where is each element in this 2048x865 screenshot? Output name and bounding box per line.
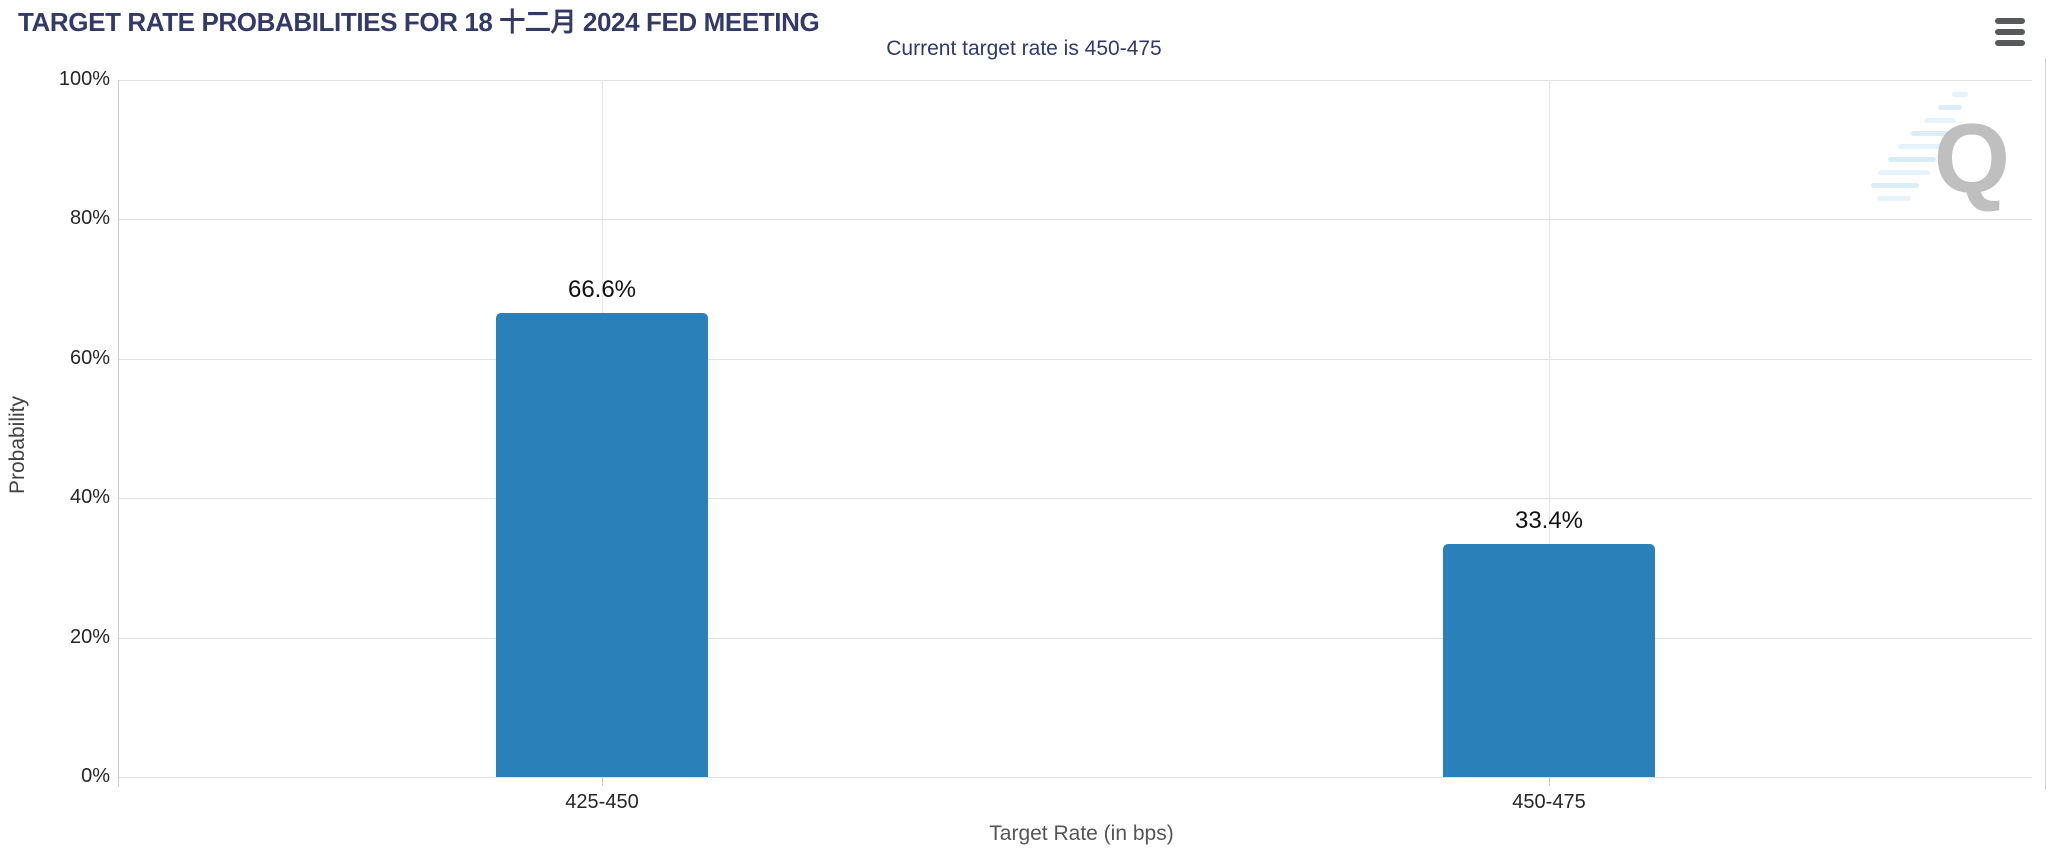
- x-tick-mark: [602, 777, 603, 786]
- chart-subtitle: Current target rate is 450-475: [886, 37, 1162, 60]
- hamburger-icon: [1995, 29, 2025, 35]
- hamburger-icon: [1995, 40, 2025, 46]
- x-tick-label: 450-475: [1512, 791, 1586, 813]
- y-tick-label: 80%: [69, 207, 110, 229]
- watermark-letter: Q: [1934, 103, 2010, 213]
- gridline-horizontal: [118, 219, 2032, 220]
- bar-value-label: 33.4%: [1514, 507, 1584, 534]
- gridline-vertical: [1549, 80, 1550, 777]
- gridline-horizontal: [118, 80, 2032, 81]
- y-axis-title: Probability: [6, 395, 29, 495]
- y-tick-label: 100%: [58, 68, 110, 90]
- chart-title: TARGET RATE PROBABILITIES FOR 18 十二月 202…: [18, 7, 820, 37]
- y-tick-label: 0%: [81, 765, 110, 787]
- y-tick-label: 20%: [69, 626, 110, 648]
- bar: [496, 313, 708, 777]
- bar-value-label: 66.6%: [567, 276, 637, 303]
- gridline-horizontal: [118, 498, 2032, 499]
- gridline-horizontal: [118, 777, 2032, 778]
- gridline-horizontal: [118, 638, 2032, 639]
- chart-context-menu-button[interactable]: [1995, 18, 2025, 46]
- y-tick-label: 40%: [69, 486, 110, 508]
- plot-right-border: [2045, 58, 2046, 790]
- gridline-horizontal: [118, 359, 2032, 360]
- quikstrike-q-logo-icon: Q: [1871, 92, 2010, 213]
- x-axis-title: Target Rate (in bps): [989, 822, 1174, 845]
- bar: [1443, 544, 1655, 777]
- y-tick-label: 60%: [69, 347, 110, 369]
- y-axis-line: [118, 80, 119, 787]
- x-tick-mark: [1549, 777, 1550, 786]
- x-tick-label: 425-450: [565, 791, 639, 813]
- hamburger-icon: [1995, 18, 2025, 24]
